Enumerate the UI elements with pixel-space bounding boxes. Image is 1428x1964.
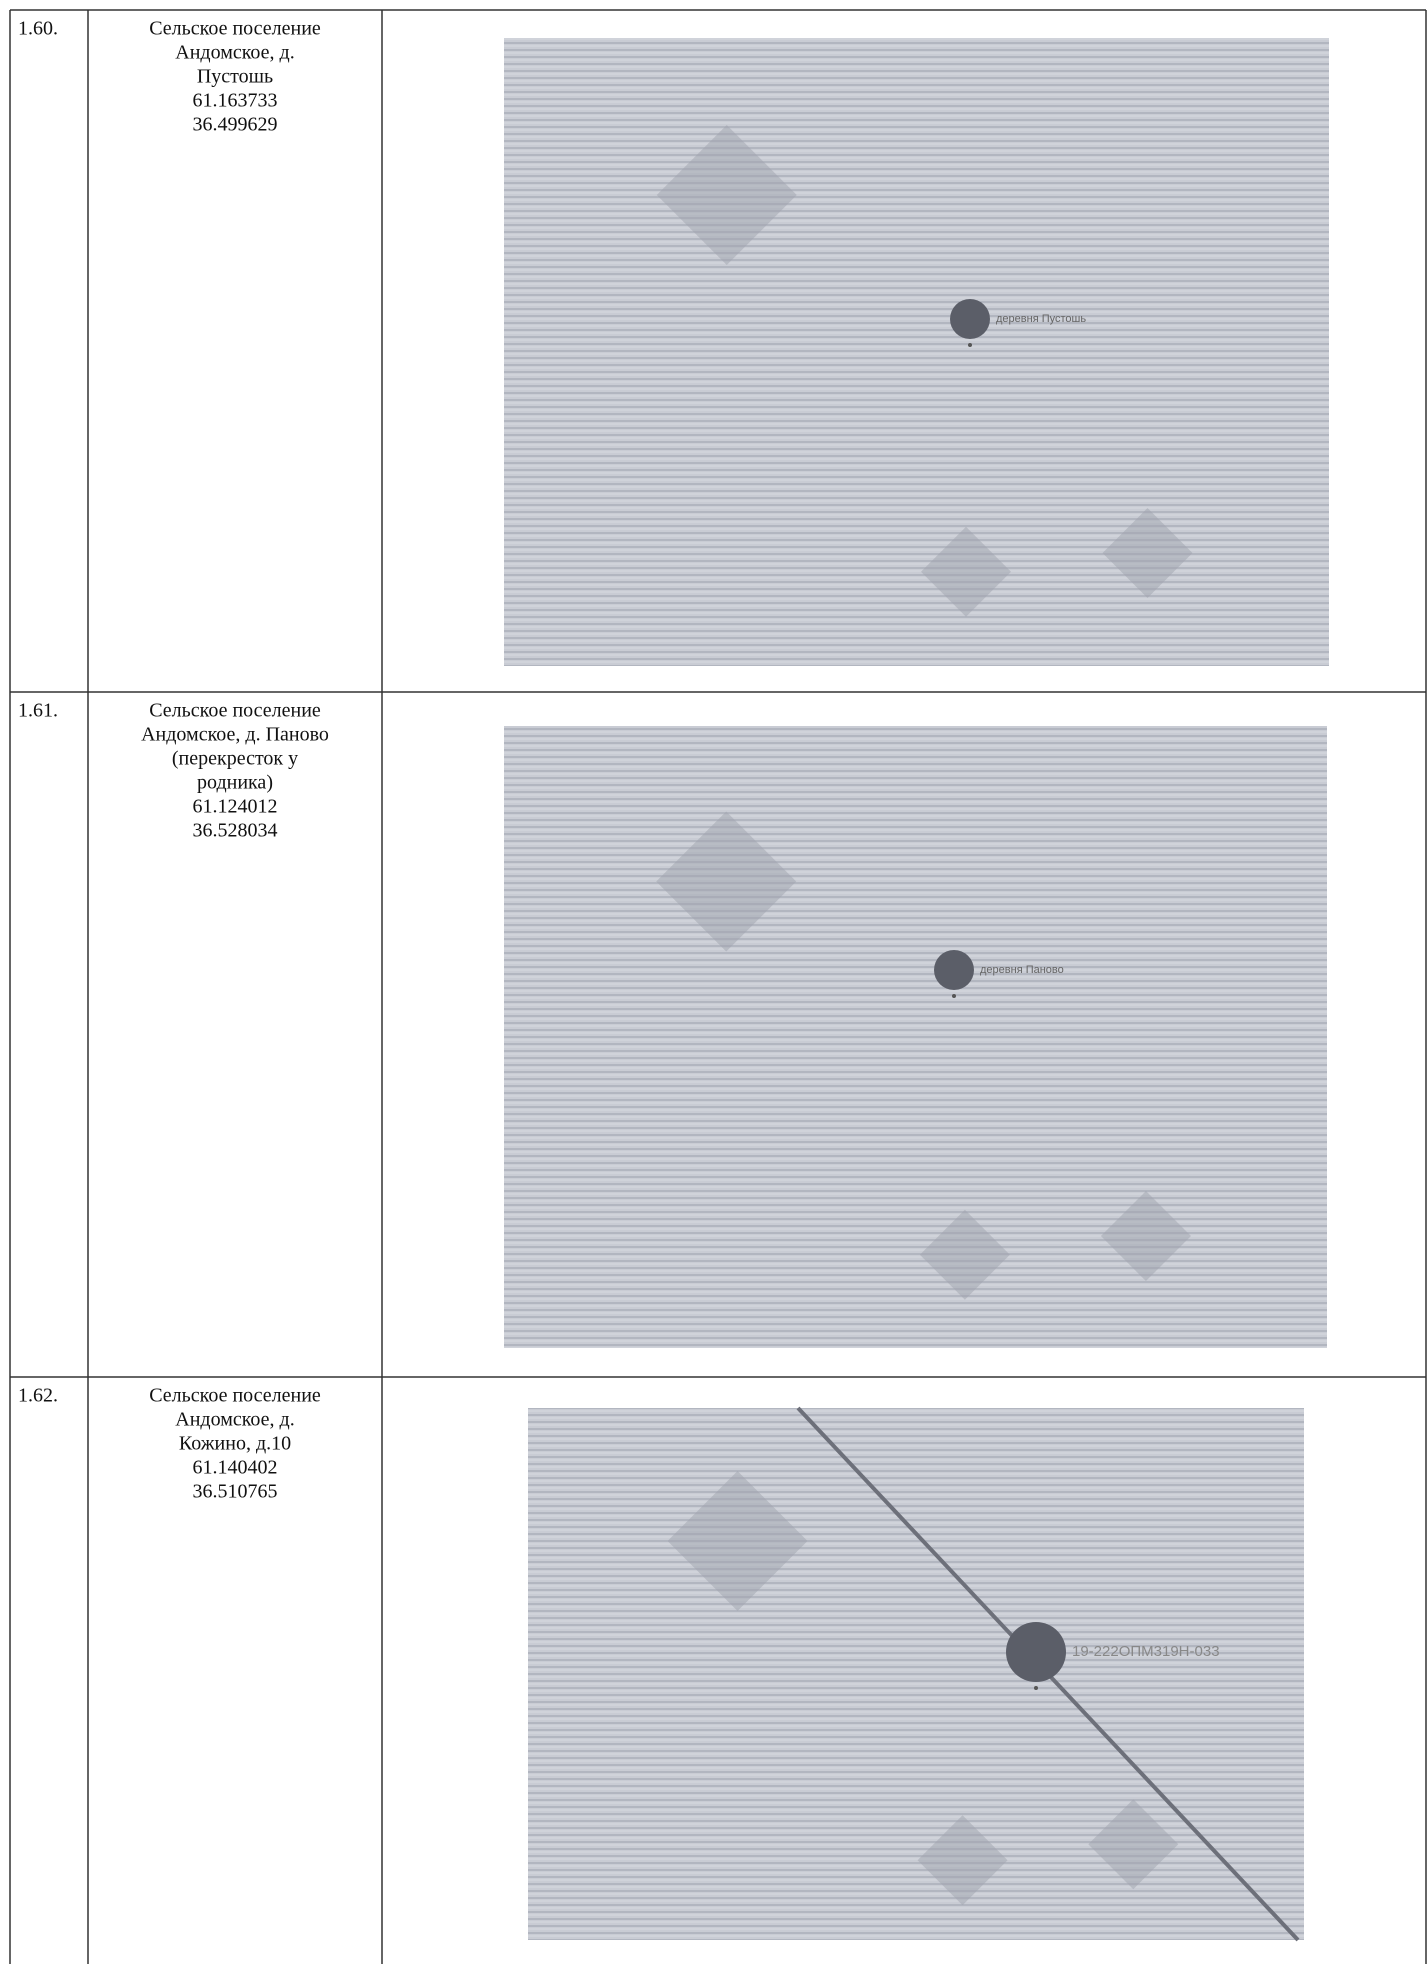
map-building bbox=[1100, 1191, 1191, 1282]
row-text: Андомское, д. bbox=[175, 42, 294, 64]
row-number: 1.62. bbox=[18, 1385, 58, 1407]
map-marker bbox=[950, 299, 990, 339]
row-text: родника) bbox=[197, 772, 273, 794]
row-text: Андомское, д. bbox=[175, 1409, 294, 1431]
map-building bbox=[667, 1471, 808, 1611]
map-marker-dot bbox=[952, 994, 956, 998]
map-marker bbox=[934, 950, 974, 990]
row-text: Кожино, д.10 bbox=[179, 1433, 291, 1455]
map-label: 19-222ОПМ319Н-033 bbox=[1072, 1643, 1220, 1660]
map-marker-dot bbox=[968, 343, 972, 347]
row-text: 61.140402 bbox=[193, 1457, 278, 1479]
map-image bbox=[504, 38, 1329, 666]
map-building bbox=[656, 125, 797, 265]
row-text: 61.163733 bbox=[193, 90, 278, 112]
row-text: (перекресток у bbox=[172, 748, 298, 770]
map-label: деревня Пустошь bbox=[996, 313, 1086, 325]
row-text: Сельское поселение bbox=[149, 18, 321, 40]
row-text: Андомское, д. Паново bbox=[141, 724, 329, 746]
map-image bbox=[528, 1408, 1304, 1940]
map-building bbox=[921, 526, 1011, 617]
map-building bbox=[656, 811, 797, 952]
map-building bbox=[1102, 507, 1193, 598]
row-number: 1.60. bbox=[18, 18, 58, 40]
map-marker bbox=[1006, 1622, 1066, 1682]
row-number: 1.61. bbox=[18, 700, 58, 722]
row-text: Сельское поселение bbox=[149, 700, 321, 722]
row-text: 36.528034 bbox=[193, 820, 278, 842]
map-label: деревня Паново bbox=[980, 964, 1064, 976]
row-text: 61.124012 bbox=[193, 796, 278, 818]
row-text: 36.510765 bbox=[193, 1481, 278, 1503]
map-building bbox=[917, 1815, 1008, 1906]
row-text: Сельское поселение bbox=[149, 1385, 321, 1407]
map-image bbox=[504, 726, 1327, 1348]
row-text: Пустошь bbox=[197, 66, 273, 88]
map-building bbox=[1088, 1799, 1179, 1890]
row-text: 36.499629 bbox=[193, 114, 278, 136]
map-building bbox=[919, 1209, 1010, 1300]
map-marker-dot bbox=[1034, 1686, 1038, 1690]
